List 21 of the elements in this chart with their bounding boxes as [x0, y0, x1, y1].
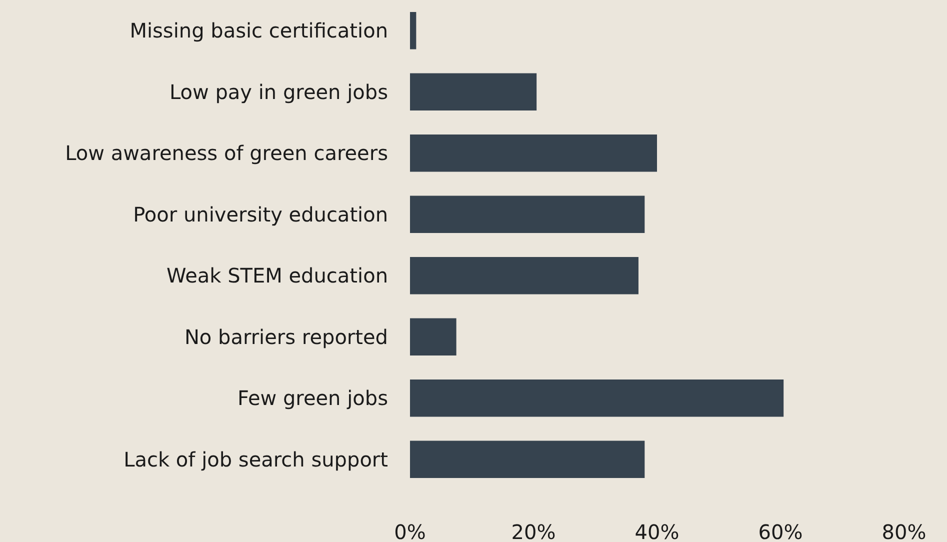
- bar: [410, 134, 657, 172]
- x-tick-label: 60%: [758, 520, 803, 542]
- x-tick-label: 20%: [511, 520, 556, 542]
- bar: [410, 318, 456, 356]
- y-tick-label: Weak STEM education: [166, 264, 388, 288]
- y-tick-label: Missing basic certification: [130, 18, 388, 43]
- x-tick-label: 80%: [882, 520, 926, 542]
- y-tick-label: No barriers reported: [184, 324, 388, 349]
- x-tick-label: 40%: [634, 520, 680, 542]
- bar: [410, 12, 416, 50]
- bar: [410, 440, 645, 478]
- bar: [410, 379, 784, 417]
- y-tick-label: Low awareness of green careers: [65, 141, 388, 166]
- bar: [410, 256, 638, 294]
- y-tick-label: Few green jobs: [238, 386, 388, 410]
- y-tick-label: Low pay in green jobs: [169, 80, 388, 104]
- bar: [410, 196, 645, 234]
- bar: [410, 73, 537, 111]
- y-tick-label: Poor university education: [133, 202, 388, 226]
- y-tick-label: Lack of job search support: [124, 447, 388, 472]
- x-tick-label: 0%: [394, 520, 426, 542]
